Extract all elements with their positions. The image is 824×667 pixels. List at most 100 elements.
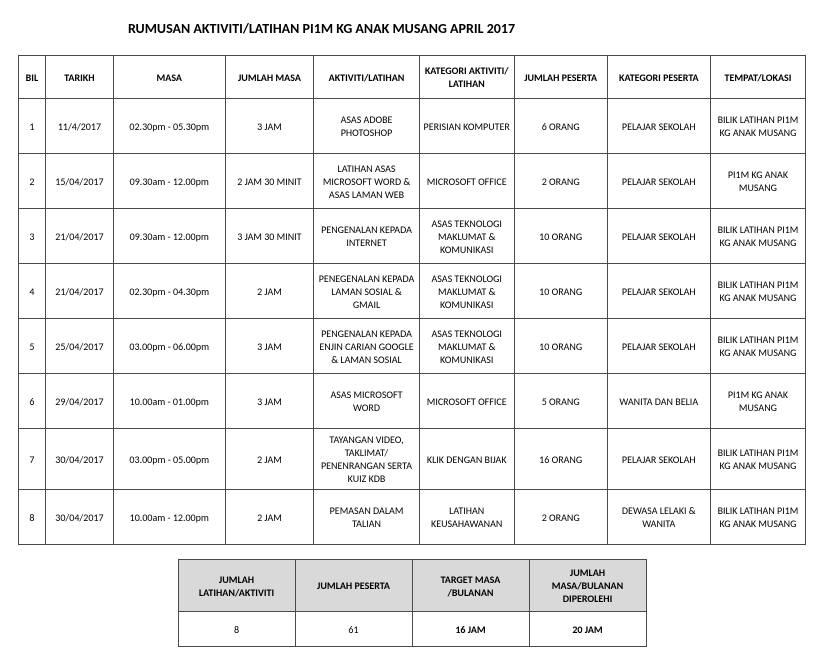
table-cell: 29/04/2017: [45, 374, 113, 429]
table-cell: KLIK DENGAN BIJAK: [419, 429, 514, 490]
summary-value-cell: 8: [178, 612, 295, 647]
summary-header-cell: JUMLAH PESERTA: [295, 560, 412, 612]
summary-table: JUMLAH LATIHAN/AKTIVITIJUMLAH PESERTATAR…: [178, 559, 647, 647]
table-row: 525/04/201703.00pm - 06.00pm3 JAMPENGENA…: [19, 319, 806, 374]
table-cell: PELAJAR SEKOLAH: [607, 264, 710, 319]
table-cell: 02.30pm - 05.30pm: [114, 99, 226, 154]
table-cell: LATIHAN ASAS MICROSOFT WORD & ASAS LAMAN…: [314, 154, 419, 209]
table-cell: BILIK LATIHAN PI1M KG ANAK MUSANG: [710, 209, 805, 264]
main-header-cell: BIL: [19, 56, 46, 99]
table-cell: PELAJAR SEKOLAH: [607, 319, 710, 374]
table-cell: LATIHAN KEUSAHAWANAN: [419, 490, 514, 545]
table-cell: 3 JAM: [225, 99, 314, 154]
table-cell: DEWASA LELAKI & WANITA: [607, 490, 710, 545]
summary-value-row: 86116 JAM20 JAM: [178, 612, 646, 647]
main-header-cell: TARIKH: [45, 56, 113, 99]
table-cell: BILIK LATIHAN PI1M KG ANAK MUSANG: [710, 319, 805, 374]
table-cell: 6: [19, 374, 46, 429]
table-cell: 10 ORANG: [514, 264, 607, 319]
table-cell: 03.00pm - 05.00pm: [114, 429, 226, 490]
table-row: 321/04/201709.30am - 12.00pm3 JAM 30 MIN…: [19, 209, 806, 264]
table-cell: PI1M KG ANAK MUSANG: [710, 154, 805, 209]
main-header-cell: MASA: [114, 56, 226, 99]
main-header-cell: KATEGORI AKTIVITI/ LATIHAN: [419, 56, 514, 99]
table-cell: 8: [19, 490, 46, 545]
table-cell: PERISIAN KOMPUTER: [419, 99, 514, 154]
table-row: 629/04/201710.00am - 01.00pm3 JAMASAS MI…: [19, 374, 806, 429]
main-body: 111/4/201702.30pm - 05.30pm3 JAMASAS ADO…: [19, 99, 806, 545]
table-cell: 21/04/2017: [45, 264, 113, 319]
table-cell: 25/04/2017: [45, 319, 113, 374]
table-cell: 03.00pm - 06.00pm: [114, 319, 226, 374]
table-cell: 2 JAM 30 MINIT: [225, 154, 314, 209]
table-cell: PENEGENALAN KEPADA LAMAN SOSIAL & GMAIL: [314, 264, 419, 319]
main-header-cell: TEMPAT/LOKASI: [710, 56, 805, 99]
table-row: 111/4/201702.30pm - 05.30pm3 JAMASAS ADO…: [19, 99, 806, 154]
table-cell: MICROSOFT OFFICE: [419, 374, 514, 429]
main-header-row: BILTARIKHMASAJUMLAH MASAAKTIVITI/LATIHAN…: [19, 56, 806, 99]
table-cell: 10 ORANG: [514, 319, 607, 374]
table-cell: 15/04/2017: [45, 154, 113, 209]
table-cell: PI1M KG ANAK MUSANG: [710, 374, 805, 429]
table-cell: ASAS TEKNOLOGI MAKLUMAT & KOMUNIKASI: [419, 319, 514, 374]
table-cell: 5 ORANG: [514, 374, 607, 429]
table-cell: 02.30pm - 04.30pm: [114, 264, 226, 319]
table-cell: TAYANGAN VIDEO, TAKLIMAT/ PENENRANGAN SE…: [314, 429, 419, 490]
table-cell: PELAJAR SEKOLAH: [607, 209, 710, 264]
table-cell: WANITA DAN BELIA: [607, 374, 710, 429]
main-table: BILTARIKHMASAJUMLAH MASAAKTIVITI/LATIHAN…: [18, 55, 806, 545]
table-cell: PELAJAR SEKOLAH: [607, 154, 710, 209]
page-title: RUMUSAN AKTIVITI/LATIHAN PI1M KG ANAK MU…: [128, 20, 806, 37]
summary-header-cell: JUMLAH LATIHAN/AKTIVITI: [178, 560, 295, 612]
table-cell: 2 JAM: [225, 429, 314, 490]
table-cell: 16 ORANG: [514, 429, 607, 490]
table-cell: 4: [19, 264, 46, 319]
table-cell: 09.30am - 12.00pm: [114, 209, 226, 264]
table-row: 830/04/201710.00am - 12.00pm2 JAMPEMASAN…: [19, 490, 806, 545]
table-cell: 3: [19, 209, 46, 264]
table-cell: 21/04/2017: [45, 209, 113, 264]
table-cell: 10 ORANG: [514, 209, 607, 264]
table-row: 215/04/201709.30am - 12.00pm2 JAM 30 MIN…: [19, 154, 806, 209]
summary-value-cell: 20 JAM: [529, 612, 646, 647]
table-cell: PENGENALAN KEPADA INTERNET: [314, 209, 419, 264]
table-cell: 3 JAM: [225, 374, 314, 429]
table-cell: ASAS MICROSOFT WORD: [314, 374, 419, 429]
main-header-cell: JUMLAH PESERTA: [514, 56, 607, 99]
table-cell: PELAJAR SEKOLAH: [607, 99, 710, 154]
table-cell: 3 JAM 30 MINIT: [225, 209, 314, 264]
table-cell: 11/4/2017: [45, 99, 113, 154]
table-cell: 2: [19, 154, 46, 209]
table-cell: MICROSOFT OFFICE: [419, 154, 514, 209]
table-row: 421/04/201702.30pm - 04.30pm2 JAMPENEGEN…: [19, 264, 806, 319]
table-cell: 1: [19, 99, 46, 154]
summary-header-row: JUMLAH LATIHAN/AKTIVITIJUMLAH PESERTATAR…: [178, 560, 646, 612]
table-cell: PENGENALAN KEPADA ENJIN CARIAN GOOGLE & …: [314, 319, 419, 374]
table-cell: ASAS ADOBE PHOTOSHOP: [314, 99, 419, 154]
table-cell: 2 JAM: [225, 490, 314, 545]
table-cell: 30/04/2017: [45, 490, 113, 545]
table-cell: 30/04/2017: [45, 429, 113, 490]
table-cell: 7: [19, 429, 46, 490]
table-cell: 2 JAM: [225, 264, 314, 319]
table-cell: 5: [19, 319, 46, 374]
table-row: 730/04/201703.00pm - 05.00pm2 JAMTAYANGA…: [19, 429, 806, 490]
table-cell: 10.00am - 12.00pm: [114, 490, 226, 545]
main-header-cell: KATEGORI PESERTA: [607, 56, 710, 99]
table-cell: PELAJAR SEKOLAH: [607, 429, 710, 490]
table-cell: 6 ORANG: [514, 99, 607, 154]
table-cell: BILIK LATIHAN PI1M KG ANAK MUSANG: [710, 490, 805, 545]
table-cell: ASAS TEKNOLOGI MAKLUMAT & KOMUNIKASI: [419, 209, 514, 264]
table-cell: PEMASAN DALAM TALIAN: [314, 490, 419, 545]
table-cell: 10.00am - 01.00pm: [114, 374, 226, 429]
table-cell: 2 ORANG: [514, 490, 607, 545]
table-cell: 2 ORANG: [514, 154, 607, 209]
main-header-cell: JUMLAH MASA: [225, 56, 314, 99]
table-cell: ASAS TEKNOLOGI MAKLUMAT & KOMUNIKASI: [419, 264, 514, 319]
summary-value-cell: 16 JAM: [412, 612, 529, 647]
summary-header-cell: JUMLAH MASA/BULANAN DIPEROLEHI: [529, 560, 646, 612]
table-cell: BILIK LATIHAN PI1M KG ANAK MUSANG: [710, 99, 805, 154]
table-cell: 09.30am - 12.00pm: [114, 154, 226, 209]
summary-header-cell: TARGET MASA /BULANAN: [412, 560, 529, 612]
main-header-cell: AKTIVITI/LATIHAN: [314, 56, 419, 99]
